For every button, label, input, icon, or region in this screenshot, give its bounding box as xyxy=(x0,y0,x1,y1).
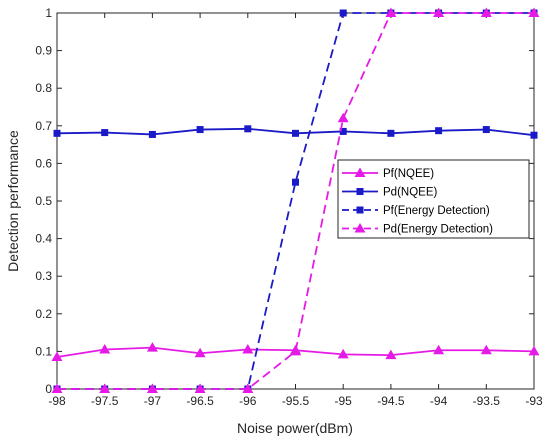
data-point xyxy=(146,383,158,393)
data-point xyxy=(482,126,490,134)
data-point xyxy=(51,351,63,362)
x-tick-label: -97.5 xyxy=(91,394,119,408)
y-tick-label: 0.4 xyxy=(35,232,52,246)
legend-marker xyxy=(356,206,364,214)
data-point xyxy=(387,129,395,137)
data-point xyxy=(339,127,347,135)
data-point xyxy=(242,344,254,354)
x-tick-label: -93.5 xyxy=(473,394,501,408)
data-point xyxy=(194,347,206,358)
x-tick-label: -93 xyxy=(525,394,543,408)
data-point xyxy=(339,9,347,17)
data-point xyxy=(385,349,397,360)
data-point xyxy=(435,127,443,135)
legend-label: Pf(NQEE) xyxy=(383,168,434,180)
x-axis-label: Noise power(dBm) xyxy=(237,420,353,436)
y-axis-label: Detection performance xyxy=(5,130,21,272)
legend-entry: Pf(Energy Detection) xyxy=(342,205,490,217)
data-point xyxy=(433,7,445,17)
legend-label: Pd(Energy Detection) xyxy=(383,224,493,236)
series-3 xyxy=(51,7,540,393)
data-point xyxy=(99,344,111,354)
data-point xyxy=(433,344,445,355)
series-layer xyxy=(51,7,540,393)
y-tick-label: 0.1 xyxy=(35,344,52,358)
data-point xyxy=(196,126,204,134)
data-point xyxy=(385,7,397,17)
data-point xyxy=(51,383,63,393)
x-tick-label: -96 xyxy=(239,394,257,408)
y-tick-label: 0.6 xyxy=(35,156,52,170)
data-point xyxy=(242,383,254,393)
data-point xyxy=(528,7,540,17)
x-tick-label: -95.5 xyxy=(282,394,310,408)
data-point xyxy=(292,129,299,137)
data-point xyxy=(528,345,540,356)
data-point xyxy=(337,348,349,359)
y-tick-label: 0.2 xyxy=(35,307,52,321)
series-1 xyxy=(53,125,538,139)
legend: Pf(NQEE) Pd(NQEE) Pf(Energy Detection) Pd(E… xyxy=(337,159,530,239)
legend-marker xyxy=(354,223,366,233)
series-line xyxy=(57,12,534,390)
data-point xyxy=(337,112,349,123)
x-tick-label: -98 xyxy=(48,394,66,408)
y-tick-label: 0.5 xyxy=(35,194,52,208)
data-point xyxy=(53,129,61,137)
y-tick-label: 0.9 xyxy=(35,44,52,58)
data-point xyxy=(148,130,156,138)
x-tick-label: -94.5 xyxy=(377,394,405,408)
data-point xyxy=(146,342,158,352)
y-tick-label: 1 xyxy=(45,6,52,20)
y-tick-label: 0 xyxy=(45,382,52,396)
legend-marker xyxy=(354,167,366,177)
data-point xyxy=(244,125,252,133)
x-tick-label: -96.5 xyxy=(186,394,214,408)
data-point xyxy=(290,345,301,356)
y-tick-label: 0.3 xyxy=(35,269,52,283)
data-point xyxy=(530,131,538,139)
data-point xyxy=(194,383,206,393)
tick-labels: -98 -97.5 -97 -96.5 -96 -95.5 -95 -94.5 -94 -93.5… xyxy=(35,6,543,408)
y-tick-label: 0.7 xyxy=(35,119,52,133)
legend-entry: Pd(Energy Detection) xyxy=(342,223,493,236)
legend-label: Pd(NQEE) xyxy=(383,187,437,199)
data-point xyxy=(101,129,109,137)
legend-label: Pf(Energy Detection) xyxy=(383,205,490,217)
x-tick-label: -94 xyxy=(430,394,448,408)
x-tick-label: -97 xyxy=(144,394,162,408)
data-point xyxy=(480,7,492,17)
legend-marker xyxy=(356,188,364,195)
y-tick-label: 0.8 xyxy=(35,81,52,95)
data-point xyxy=(99,383,111,393)
data-point xyxy=(292,178,299,186)
data-point xyxy=(480,344,492,355)
x-tick-label: -95 xyxy=(335,394,353,408)
legend-entry: Pd(NQEE) xyxy=(342,187,437,199)
legend-entry: Pf(NQEE) xyxy=(342,167,434,180)
